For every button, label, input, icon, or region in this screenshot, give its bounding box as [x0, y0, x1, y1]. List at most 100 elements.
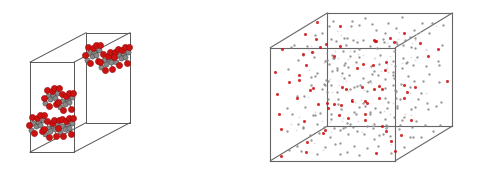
- Point: [323, 102, 331, 105]
- Point: [328, 118, 336, 121]
- Point: [412, 33, 420, 36]
- Point: [392, 89, 400, 92]
- Point: [416, 30, 424, 33]
- Point: [422, 91, 430, 94]
- Point: [327, 112, 335, 115]
- Point: [342, 43, 350, 46]
- Point: [310, 56, 318, 58]
- Point: [390, 77, 398, 80]
- Point: [330, 143, 338, 145]
- Point: [342, 80, 350, 82]
- Point: [344, 89, 352, 92]
- Point: [28, 115, 36, 118]
- Point: [111, 51, 119, 54]
- Point: [110, 56, 118, 59]
- Point: [104, 54, 112, 57]
- Point: [407, 114, 415, 117]
- Point: [349, 39, 357, 42]
- Point: [96, 61, 104, 64]
- Point: [68, 121, 76, 124]
- Point: [300, 126, 308, 129]
- Point: [335, 113, 343, 116]
- Point: [368, 22, 376, 25]
- Point: [399, 56, 407, 59]
- Point: [330, 102, 338, 105]
- Point: [327, 131, 335, 134]
- Point: [411, 39, 419, 42]
- Point: [299, 53, 307, 55]
- Point: [99, 53, 107, 55]
- Point: [408, 41, 416, 44]
- Point: [286, 46, 294, 49]
- Point: [378, 125, 386, 128]
- Point: [375, 62, 383, 65]
- Point: [40, 96, 48, 99]
- Point: [344, 133, 351, 136]
- Point: [375, 84, 383, 87]
- Point: [338, 120, 346, 123]
- Point: [372, 28, 380, 31]
- Point: [411, 46, 419, 49]
- Point: [341, 43, 349, 46]
- Point: [390, 64, 398, 67]
- Point: [422, 65, 430, 68]
- Point: [118, 49, 126, 52]
- Point: [353, 67, 361, 70]
- Point: [114, 47, 122, 50]
- Point: [54, 123, 62, 126]
- Point: [295, 115, 303, 118]
- Point: [352, 85, 360, 87]
- Point: [98, 66, 106, 68]
- Point: [338, 108, 345, 111]
- Point: [332, 66, 340, 69]
- Point: [70, 91, 78, 94]
- Point: [359, 53, 367, 56]
- Point: [321, 59, 329, 62]
- Point: [104, 57, 112, 60]
- Point: [389, 71, 397, 74]
- Point: [348, 99, 356, 102]
- Point: [387, 152, 395, 154]
- Point: [371, 107, 379, 110]
- Point: [302, 106, 310, 109]
- Point: [327, 83, 335, 86]
- Point: [362, 125, 370, 128]
- Point: [336, 142, 344, 145]
- Point: [390, 50, 398, 53]
- Point: [404, 91, 411, 93]
- Point: [110, 55, 118, 58]
- Point: [406, 36, 414, 39]
- Point: [412, 120, 420, 123]
- Point: [40, 128, 48, 131]
- Point: [321, 146, 329, 149]
- Point: [382, 123, 390, 126]
- Point: [304, 69, 312, 72]
- Point: [381, 32, 389, 35]
- Point: [108, 67, 116, 70]
- Point: [371, 57, 379, 60]
- Point: [430, 130, 438, 132]
- Point: [288, 113, 296, 116]
- Point: [383, 63, 391, 66]
- Point: [350, 50, 358, 52]
- Point: [43, 88, 51, 91]
- Point: [384, 101, 392, 104]
- Point: [52, 134, 60, 137]
- Point: [363, 147, 371, 149]
- Point: [55, 87, 63, 89]
- Point: [389, 83, 397, 86]
- Point: [55, 118, 63, 121]
- Point: [304, 45, 312, 48]
- Point: [336, 129, 344, 132]
- Point: [423, 102, 431, 105]
- Point: [63, 123, 71, 126]
- Point: [290, 43, 298, 46]
- Point: [44, 136, 52, 139]
- Point: [386, 54, 394, 57]
- Point: [376, 111, 384, 114]
- Point: [444, 79, 452, 82]
- Point: [308, 50, 316, 53]
- Point: [54, 126, 62, 129]
- Point: [352, 112, 360, 115]
- Point: [382, 130, 390, 132]
